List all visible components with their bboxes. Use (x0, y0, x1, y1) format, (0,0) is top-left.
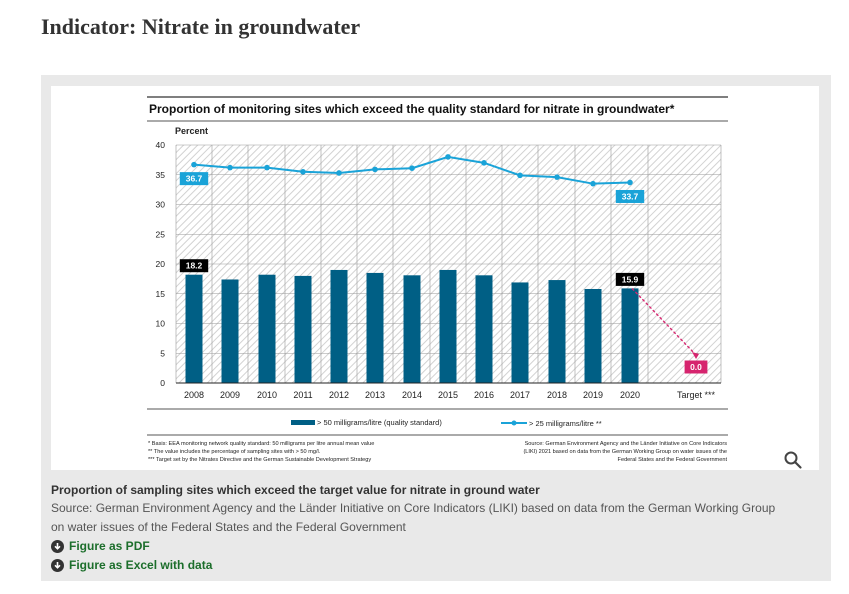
download-circle-icon (51, 559, 64, 572)
x-tick-label: 2020 (620, 390, 640, 400)
line-point (445, 154, 451, 160)
target-value-label-box (684, 360, 708, 374)
y-tick-label: 0 (160, 378, 165, 388)
x-tick-label: 2015 (438, 390, 458, 400)
line-point (554, 174, 560, 180)
x-tick-label: Target *** (677, 390, 716, 400)
download-excel-label[interactable]: Figure as Excel with data (69, 558, 213, 572)
x-tick-label: 2014 (402, 390, 422, 400)
line-point (590, 180, 596, 187)
legend-line-label: > 25 milligrams/litre ** (529, 419, 602, 428)
y-tick-label: 15 (156, 289, 166, 299)
download-pdf-label[interactable]: Figure as PDF (69, 539, 150, 553)
x-tick-label: 2012 (329, 390, 349, 400)
x-tick-label: 2010 (257, 390, 277, 400)
x-tick-label: 2019 (583, 390, 603, 400)
page-title: Indicator: Nitrate in groundwater (41, 14, 361, 39)
bar-value-label: 15.9 (622, 274, 639, 284)
y-tick-label: 25 (156, 229, 166, 239)
line-point (372, 166, 378, 173)
footnote: *** Target set by the Nitrates Directive… (148, 457, 371, 463)
line-point (627, 179, 633, 186)
source-note: Federal States and the Federal Governmen… (618, 457, 728, 463)
bar (439, 269, 457, 383)
x-tick-label: 2018 (547, 390, 567, 400)
target-arrow-head (692, 352, 699, 359)
bar-value-label-box (179, 259, 209, 273)
target-trend-arrow (631, 287, 697, 356)
line-value-label-box (615, 189, 645, 203)
download-circle-icon (51, 540, 64, 553)
y-tick-label: 30 (156, 200, 166, 210)
line-point (264, 164, 270, 171)
bar (403, 275, 421, 383)
y-tick-label: 40 (156, 140, 166, 150)
bar (366, 272, 384, 383)
x-tick-label: 2009 (220, 390, 240, 400)
legend-bar-label: > 50 milligrams/litre (quality standard) (317, 418, 442, 427)
y-tick-label: 20 (156, 259, 166, 269)
legend-line-point (511, 420, 517, 426)
line-point (336, 170, 342, 176)
x-tick-label: 2013 (365, 390, 385, 400)
bar (621, 288, 639, 383)
bar (330, 269, 348, 383)
legend-bar-swatch (291, 420, 315, 425)
chart-title: Proportion of monitoring sites which exc… (149, 102, 675, 116)
download-excel-link[interactable]: Figure as Excel with data (51, 556, 791, 575)
caption-source: Source: German Environment Agency and th… (51, 501, 776, 534)
bar (548, 280, 566, 383)
x-tick-label: 2016 (474, 390, 494, 400)
y-tick-label: 10 (156, 319, 166, 329)
source-note: Source: German Environment Agency and th… (525, 441, 728, 447)
line-value-label: 33.7 (622, 191, 639, 201)
line-point (227, 164, 233, 171)
line-value-label: 36.7 (186, 174, 203, 184)
line-point (481, 160, 487, 166)
chart-figure[interactable]: Proportion of monitoring sites which exc… (51, 86, 819, 470)
line-point (409, 165, 415, 172)
download-pdf-link[interactable]: Figure as PDF (51, 537, 791, 556)
line-point (517, 172, 523, 179)
bar (584, 288, 602, 383)
line-value-label-box (179, 172, 209, 186)
y-axis-label: Percent (175, 126, 208, 136)
bar (258, 274, 276, 383)
footnote: ** The value includes the percentage of … (148, 449, 321, 455)
figure-caption: Proportion of sampling sites which excee… (51, 481, 791, 575)
x-tick-label: 2008 (184, 390, 204, 400)
footnote: * Basis: EEA monitoring network quality … (148, 441, 374, 447)
chart: Proportion of monitoring sites which exc… (147, 96, 728, 463)
y-tick-label: 35 (156, 170, 166, 180)
bar (511, 282, 529, 383)
bar (221, 279, 239, 383)
x-tick-label: 2011 (293, 390, 312, 400)
line-point (191, 161, 197, 168)
y-tick-label: 5 (160, 348, 165, 358)
bar (185, 274, 203, 383)
x-tick-label: 2017 (510, 390, 530, 400)
source-note: (LIKI) 2021 based on data from the Germa… (523, 449, 727, 455)
line-point (300, 168, 306, 175)
target-value-label: 0.0 (690, 362, 702, 372)
bar-value-label: 18.2 (186, 261, 203, 271)
caption-title: Proportion of sampling sites which excee… (51, 483, 540, 497)
bar (294, 275, 312, 383)
bar-value-label-box (615, 272, 645, 286)
bar (475, 275, 493, 383)
search-icon[interactable] (783, 450, 803, 470)
